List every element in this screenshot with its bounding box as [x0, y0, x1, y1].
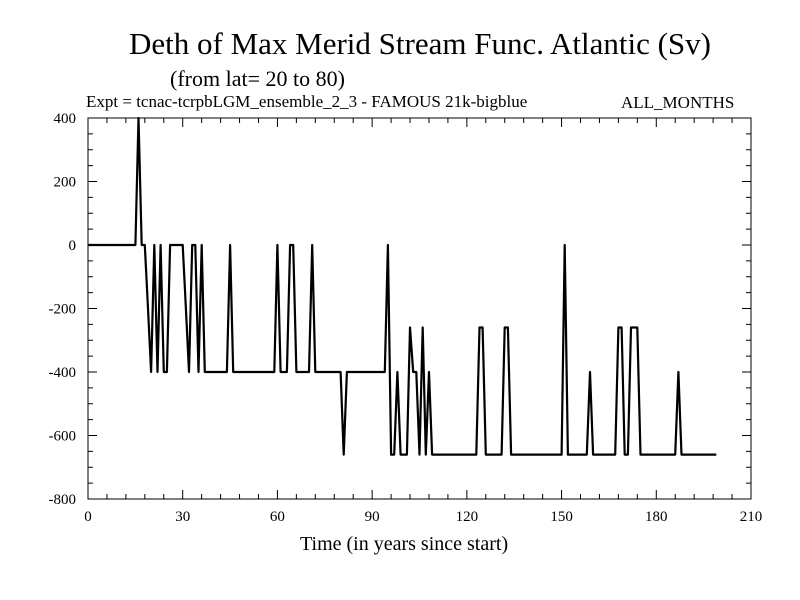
x-tick-label: 120	[456, 509, 479, 525]
y-tick-label: 400	[54, 111, 77, 127]
y-tick-label: -800	[49, 492, 77, 508]
y-tick-label: 0	[69, 238, 77, 254]
y-tick-label: -200	[49, 302, 77, 318]
y-tick-label: -400	[49, 365, 77, 381]
x-tick-label: 0	[84, 509, 92, 525]
y-tick-label: -600	[49, 429, 77, 445]
series-line-depth	[88, 116, 717, 456]
chart-subtitle: (from lat= 20 to 80)	[170, 66, 345, 91]
x-axis-label: Time (in years since start)	[300, 533, 509, 555]
y-tick-label: 200	[54, 175, 77, 191]
x-tick-label: 90	[365, 509, 380, 525]
x-tick-label: 150	[550, 509, 573, 525]
x-tick-label: 180	[645, 509, 668, 525]
chart-title: Deth of Max Merid Stream Func. Atlantic …	[128, 26, 711, 61]
x-tick-label: 60	[270, 509, 285, 525]
x-tick-label: 210	[740, 509, 763, 525]
experiment-label: Expt = tcnac-tcrpbLGM_ensemble_2_3 - FAM…	[86, 92, 528, 111]
months-label: ALL_MONTHS	[621, 93, 735, 112]
x-tick-label: 30	[175, 509, 190, 525]
